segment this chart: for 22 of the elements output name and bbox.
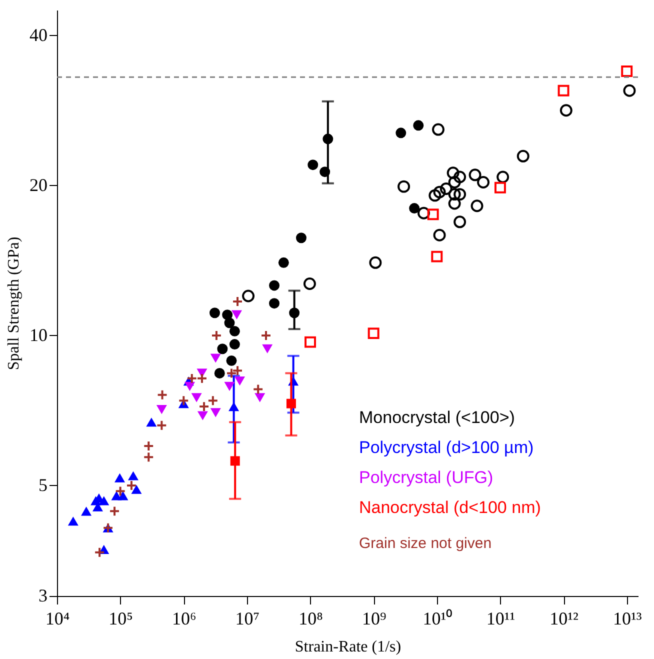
x-tick-label: 10¹¹ xyxy=(486,608,516,628)
x-tick-label: 10¹² xyxy=(550,608,578,628)
x-tick-label: 10⁹ xyxy=(362,608,386,628)
y-axis-title: Spall Strength (GPa) xyxy=(6,236,22,370)
x-tick-label: 10⁵ xyxy=(108,608,133,628)
x-tick-label: 10⁷ xyxy=(235,608,260,628)
x-tick-label: 10¹⁰ xyxy=(422,608,452,628)
text: Polycrystal (d>100 µm) xyxy=(359,438,534,457)
text: Nanocrystal (d<100 nm) xyxy=(359,498,541,517)
text: Polycrystal (UFG) xyxy=(359,468,494,487)
y-tick-label: 5 xyxy=(38,474,48,495)
x-tick-label: 10⁶ xyxy=(172,608,196,628)
y-tick-label: 10 xyxy=(30,324,48,345)
x-tick-label: 10⁸ xyxy=(298,608,323,628)
y-tick-label: 40 xyxy=(30,24,48,45)
y-tick-label: 3 xyxy=(38,586,48,606)
x-axis-title: Strain-Rate (1/s) xyxy=(294,638,402,656)
text: Monocrystal (<100>) xyxy=(359,408,515,427)
x-tick-label: 10¹³ xyxy=(612,608,642,628)
x-tick-label: 10⁴ xyxy=(45,608,70,628)
text: Grain size not given xyxy=(359,535,492,552)
y-tick-label: 20 xyxy=(30,174,48,195)
